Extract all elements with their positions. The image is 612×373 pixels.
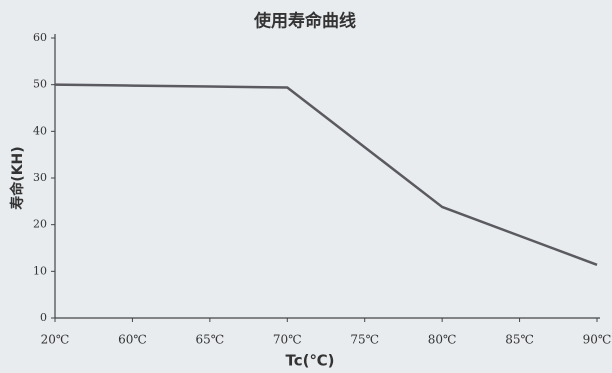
x-tick-label: 85℃ — [505, 333, 534, 347]
y-tick-label: 0 — [40, 311, 47, 324]
y-tick-label: 50 — [33, 78, 47, 91]
x-axis-label: Tc(℃) — [285, 352, 334, 370]
x-tick-label: 20℃ — [41, 333, 70, 347]
y-tick-label: 40 — [33, 124, 47, 137]
y-tick-label: 10 — [33, 264, 47, 277]
y-axis-label: 寿命(KH) — [9, 146, 26, 209]
x-tick-label: 90℃ — [583, 333, 612, 347]
chart-title: 使用寿命曲线 — [253, 11, 356, 32]
y-tick-label: 60 — [33, 31, 47, 44]
x-tick-label: 65℃ — [196, 333, 225, 347]
x-tick-label: 80℃ — [428, 333, 457, 347]
y-tick-label: 30 — [33, 171, 47, 184]
x-tick-label: 75℃ — [350, 333, 379, 347]
x-tick-label: 60℃ — [118, 333, 147, 347]
x-tick-label: 70℃ — [273, 333, 302, 347]
data-line — [54, 83, 598, 266]
y-tick-label: 20 — [33, 218, 47, 231]
